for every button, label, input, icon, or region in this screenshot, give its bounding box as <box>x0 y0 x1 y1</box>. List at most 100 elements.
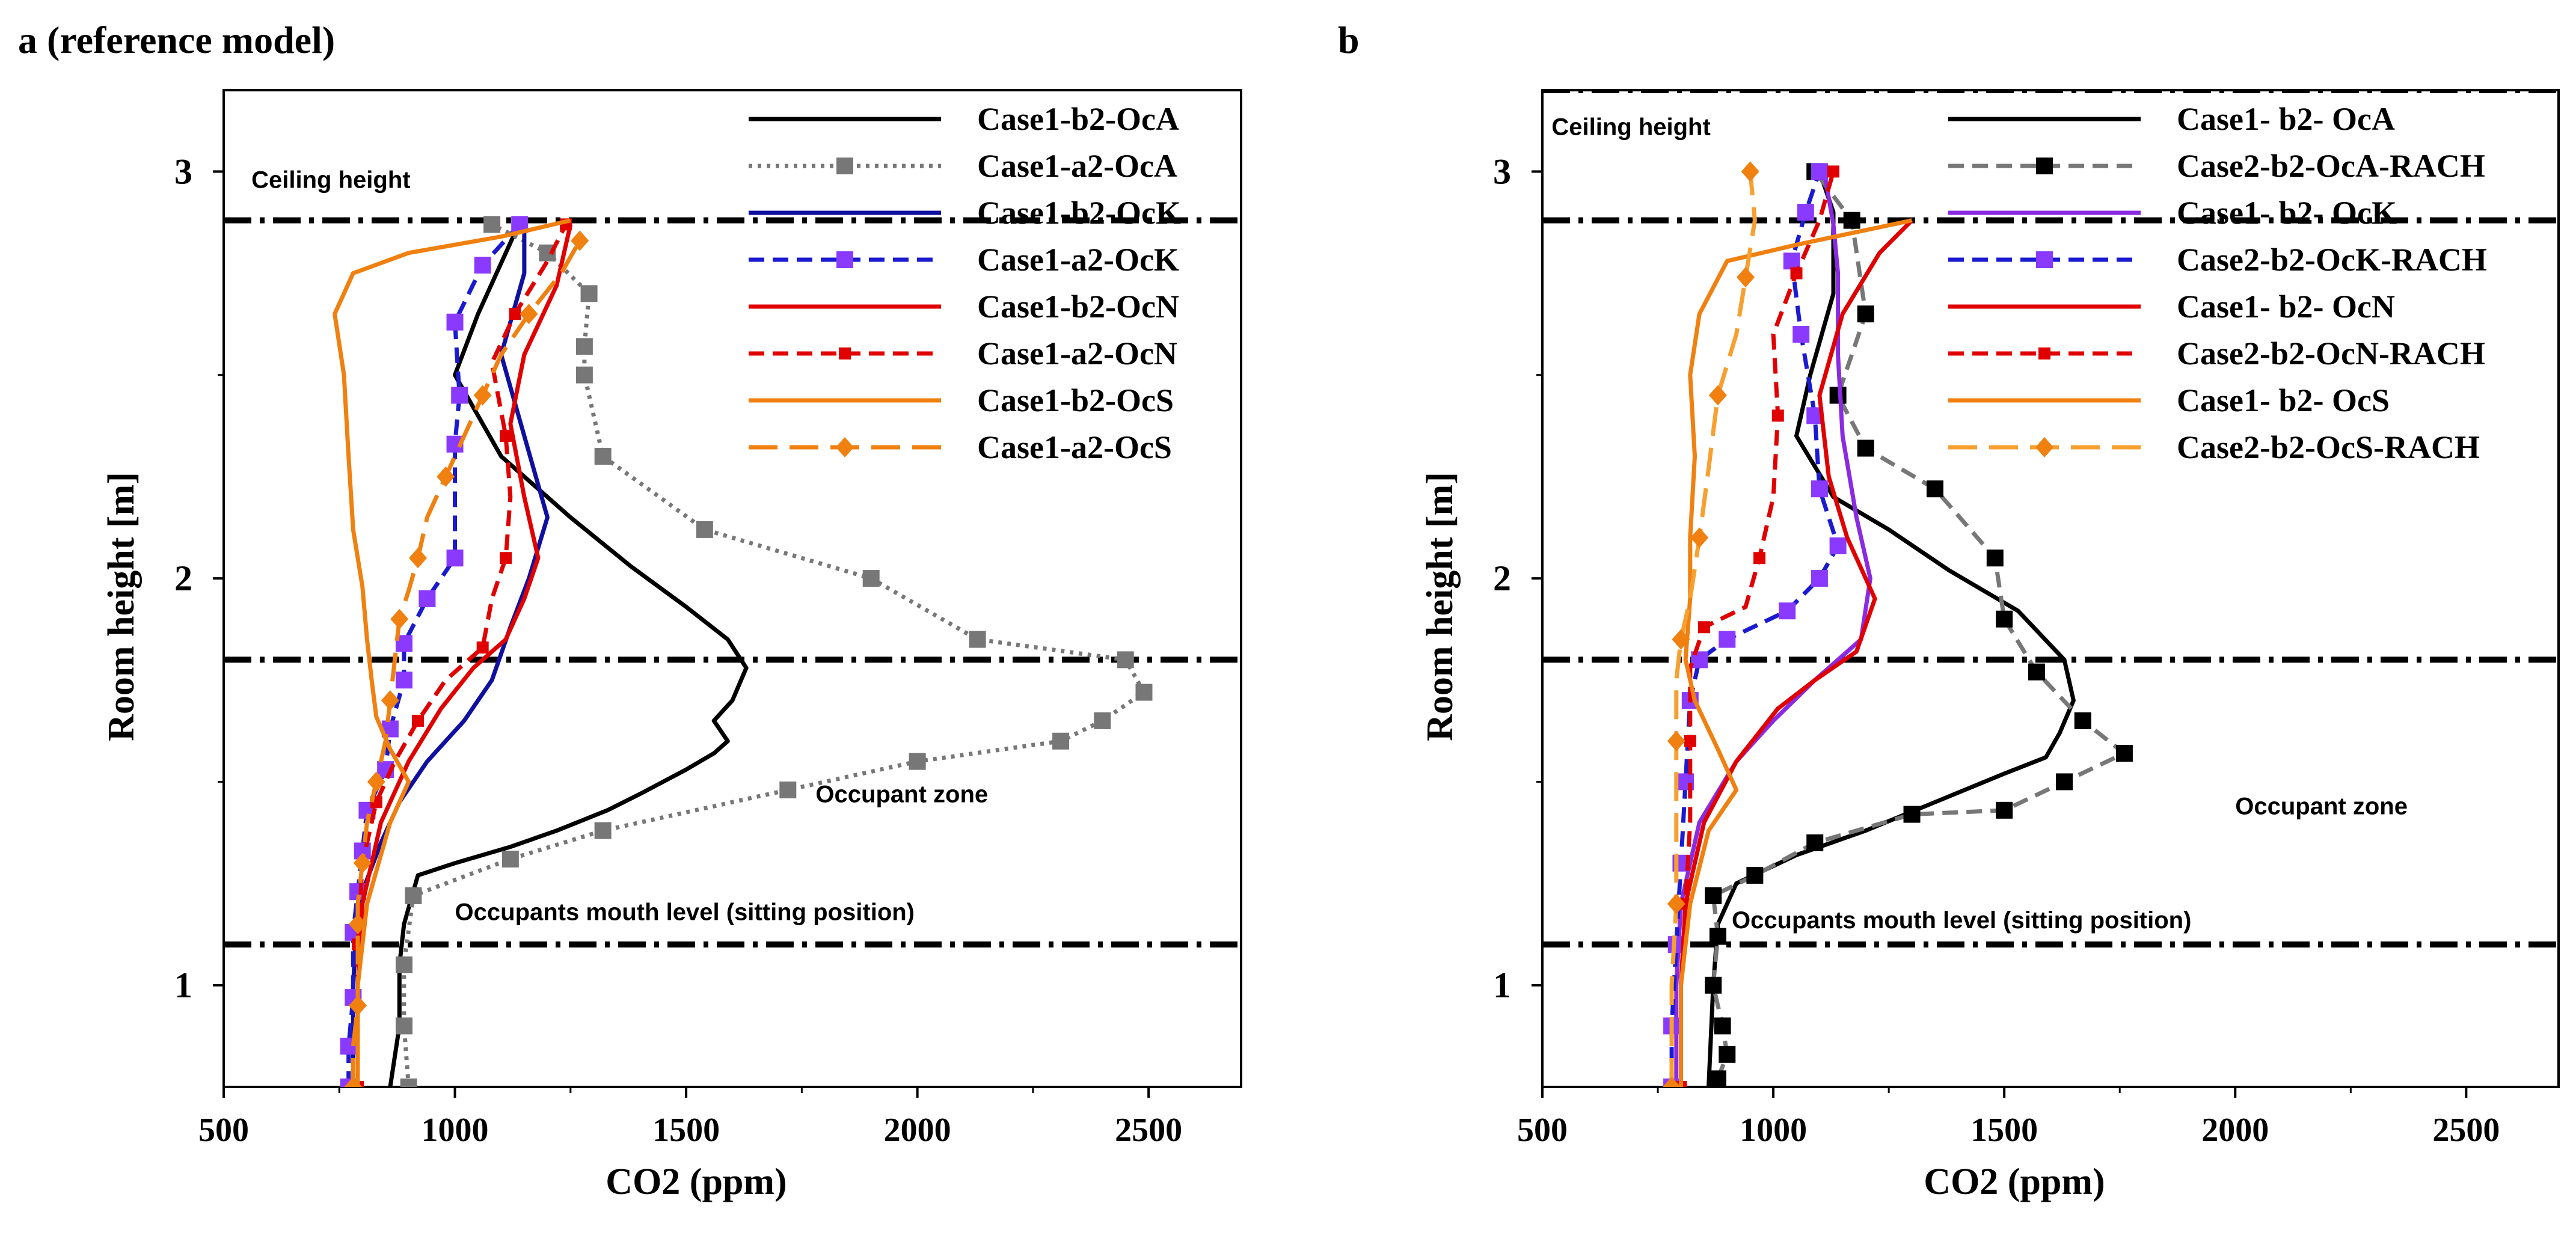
data-point <box>405 887 422 904</box>
panel-label: a (reference model) <box>18 19 335 61</box>
y-axis: 1 2 3 Room height [m] <box>1420 151 1542 1005</box>
data-point <box>594 822 612 839</box>
legend-label: Case1-b2-OcN <box>977 289 1179 325</box>
data-point <box>1986 549 2004 567</box>
x-tick-label: 2500 <box>1115 1112 1182 1149</box>
legend-label: Case1- b2- OcN <box>2177 289 2395 325</box>
y-axis-title: Room height [m] <box>101 472 142 741</box>
data-point <box>779 781 797 798</box>
legend-label: Case2-b2-OcN-RACH <box>2177 335 2485 372</box>
data-point <box>451 387 468 404</box>
panel-label: b <box>1338 19 1360 61</box>
plot-area <box>224 216 1241 1087</box>
series-line <box>388 231 749 1087</box>
data-point <box>474 256 491 274</box>
data-point <box>1667 730 1685 751</box>
data-point <box>390 608 409 629</box>
plot-frame <box>222 89 1242 1088</box>
legend-label: Case1-b2-OcK <box>977 195 1181 231</box>
data-point <box>1094 712 1111 729</box>
data-point <box>412 714 425 727</box>
legend-item: Case1-b2-OcK <box>749 195 1181 231</box>
x-tick-label: 2000 <box>884 1112 951 1149</box>
data-point <box>575 366 593 384</box>
data-point <box>1708 385 1727 406</box>
legend-marker <box>836 158 853 174</box>
data-point <box>1806 834 1824 851</box>
data-point <box>520 304 538 325</box>
data-point <box>437 466 455 487</box>
data-point <box>1829 537 1847 554</box>
y-tick-label: 1 <box>1493 965 1511 1005</box>
data-point <box>1857 439 1874 457</box>
legend-label: Case2-b2-OcA-RACH <box>2177 148 2485 184</box>
data-point <box>594 448 612 465</box>
series-2 <box>1705 163 2133 1087</box>
series-6 <box>352 218 572 1087</box>
data-point <box>1709 1070 1726 1087</box>
series-line <box>333 218 571 1087</box>
series-line <box>346 222 521 1087</box>
annotation: Ceiling height <box>251 167 410 193</box>
data-point <box>1690 527 1709 548</box>
legend-item: Case1-a2-OcN <box>749 335 1177 372</box>
data-point <box>1684 735 1696 747</box>
data-point <box>353 852 372 874</box>
data-point <box>349 995 367 1016</box>
data-point <box>349 914 367 935</box>
data-point <box>1746 867 1764 884</box>
legend-marker <box>836 251 853 268</box>
data-point <box>1117 651 1134 669</box>
data-point <box>483 216 501 233</box>
series-7 <box>1679 218 1913 1087</box>
data-point <box>419 590 436 607</box>
y-tick-label: 3 <box>174 151 192 191</box>
series-line <box>1679 171 1836 1087</box>
series-8 <box>1663 161 1759 1087</box>
legend-item: Case1-b2-OcS <box>749 382 1174 418</box>
legend-label: Case2-b2-OcS-RACH <box>2177 429 2480 465</box>
y-axis-title: Room height [m] <box>1420 472 1461 741</box>
data-point <box>909 753 926 770</box>
legend-label: Case1-a2-OcK <box>977 242 1179 278</box>
legend-item: Case1-a2-OcS <box>749 429 1172 465</box>
x-tick-label: 1000 <box>1740 1112 1807 1149</box>
annotation: Occupant zone <box>2235 794 2408 820</box>
legend-label: Case1-b2-OcS <box>977 382 1174 418</box>
plot-area <box>1542 90 2559 1087</box>
legend-item: Case2-b2-OcK-RACH <box>1948 242 2487 278</box>
series-1 <box>1707 171 2076 1087</box>
legend-item: Case2-b2-OcA-RACH <box>1948 148 2485 184</box>
data-point <box>381 690 399 711</box>
legend-label: Case1- b2- OcA <box>2177 101 2395 137</box>
data-point <box>1741 161 1759 182</box>
data-point <box>862 570 880 587</box>
data-point <box>1996 801 2013 819</box>
data-point <box>1926 480 1943 498</box>
legend-item: Case1- b2- OcA <box>1948 101 2395 137</box>
y-axis: 1 2 3 Room height [m] <box>101 151 224 1005</box>
x-axis: 500 1000 1500 2000 2500 CO2 (ppm) <box>198 1087 1182 1202</box>
series-2 <box>395 216 1153 1087</box>
data-point <box>1705 887 1722 904</box>
x-axis-title: CO2 (ppm) <box>606 1161 787 1202</box>
x-tick-label: 1000 <box>422 1112 489 1149</box>
data-point <box>400 1078 417 1087</box>
legend-item: Case1-a2-OcA <box>749 148 1177 184</box>
data-point <box>2056 773 2073 791</box>
data-point <box>1811 163 1828 180</box>
y-tick-label: 3 <box>1493 151 1511 191</box>
plot-frame <box>1541 89 2560 1088</box>
data-point <box>395 956 412 973</box>
data-point <box>1719 631 1736 648</box>
data-point <box>571 230 589 251</box>
data-point <box>2028 663 2045 681</box>
data-point <box>696 521 713 538</box>
data-point <box>1779 602 1796 620</box>
panel-a: a (reference model) 500 1000 1500 2000 2500 CO… <box>18 19 1242 1202</box>
legend-label: Case2-b2-OcK-RACH <box>2177 242 2487 278</box>
x-tick-label: 500 <box>1517 1112 1568 1149</box>
data-point <box>1737 267 1755 288</box>
